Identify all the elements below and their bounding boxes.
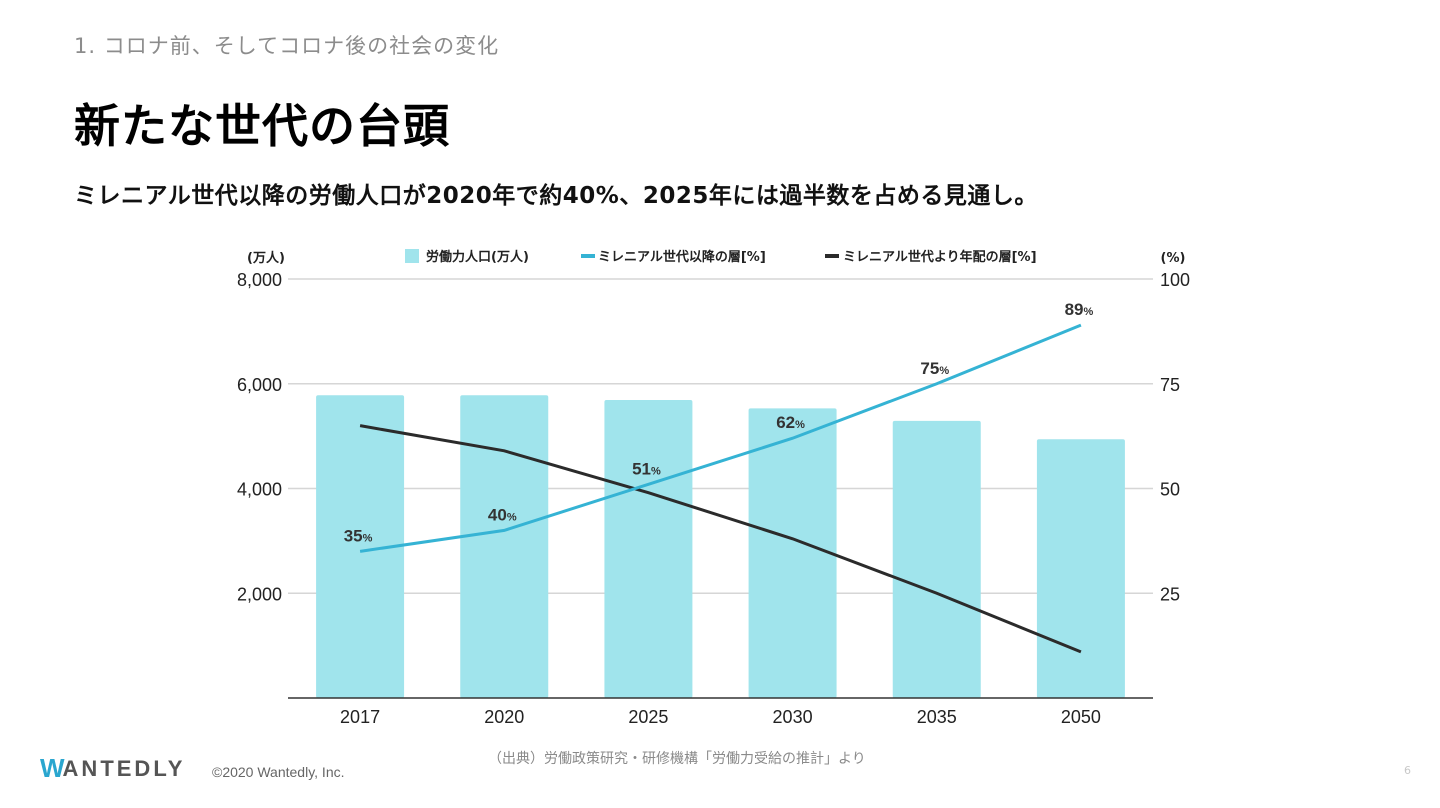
slide-title: 新たな世代の台頭 [74,99,450,153]
bar-2030 [748,408,837,698]
x-axis-tick: 2017 [340,707,380,727]
x-axis-tick: 2030 [773,707,813,727]
logo-wordmark: ANTEDLY [62,755,186,781]
logo-w-mark: W [40,753,65,783]
legend-label-bar: 労働力人口(万人) [426,249,529,265]
right-axis-label: (%) [1161,251,1186,266]
source-note: （出典）労働政策研究・研修機構「労働力受給の推計」より [488,751,866,767]
millennial-data-label: 40% [488,505,517,524]
right-axis-tick: 100 [1160,270,1190,290]
millennial-data-label: 89% [1065,300,1094,319]
bar-2035 [892,420,981,698]
left-axis-tick: 2,000 [237,584,282,604]
x-axis-tick: 2035 [917,707,957,727]
legend-swatch-older [825,254,839,258]
bar-2020 [460,395,549,698]
millennial-line [359,323,1082,553]
bar-2050 [1036,439,1125,698]
millennial-data-label: 62% [776,413,805,432]
legend-label-millennial: ミレニアル世代以降の層[%] [598,249,766,265]
section-heading: 1. コロナ前、そしてコロナ後の社会の変化 [74,34,500,58]
left-axis-tick: 8,000 [237,270,282,290]
x-axis-tick: 2025 [628,707,668,727]
millennial-data-label: 75% [920,359,949,378]
wantedly-logo: W ANTEDLY [40,753,185,784]
left-axis-label: (万人) [247,250,285,266]
x-axis-tick: 2050 [1061,707,1101,727]
older-generation-line [359,424,1082,654]
millennial-data-label: 51% [632,459,661,478]
legend-swatch-millennial [581,254,595,258]
slide-subtitle: ミレニアル世代以降の労働人口が2020年で約40%、2025年には過半数を占める… [74,183,1038,209]
right-axis-tick: 50 [1160,480,1180,500]
left-axis-tick: 4,000 [237,480,282,500]
right-axis-tick: 75 [1160,375,1180,395]
bar-2017 [316,395,405,698]
right-axis-tick: 25 [1160,584,1180,604]
page-number: 6 [1404,764,1411,777]
bar-2025 [604,399,693,698]
legend-swatch-bar [405,249,419,263]
millennial-data-label: 35% [344,526,373,545]
x-axis-tick: 2020 [484,707,524,727]
left-axis-tick: 6,000 [237,375,282,395]
copyright: ©2020 Wantedly, Inc. [212,764,345,780]
legend-label-older: ミレニアル世代より年配の層[%] [843,249,1037,265]
